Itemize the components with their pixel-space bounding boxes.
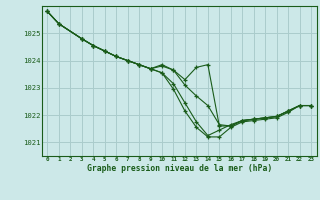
X-axis label: Graphe pression niveau de la mer (hPa): Graphe pression niveau de la mer (hPa) [87,164,272,173]
